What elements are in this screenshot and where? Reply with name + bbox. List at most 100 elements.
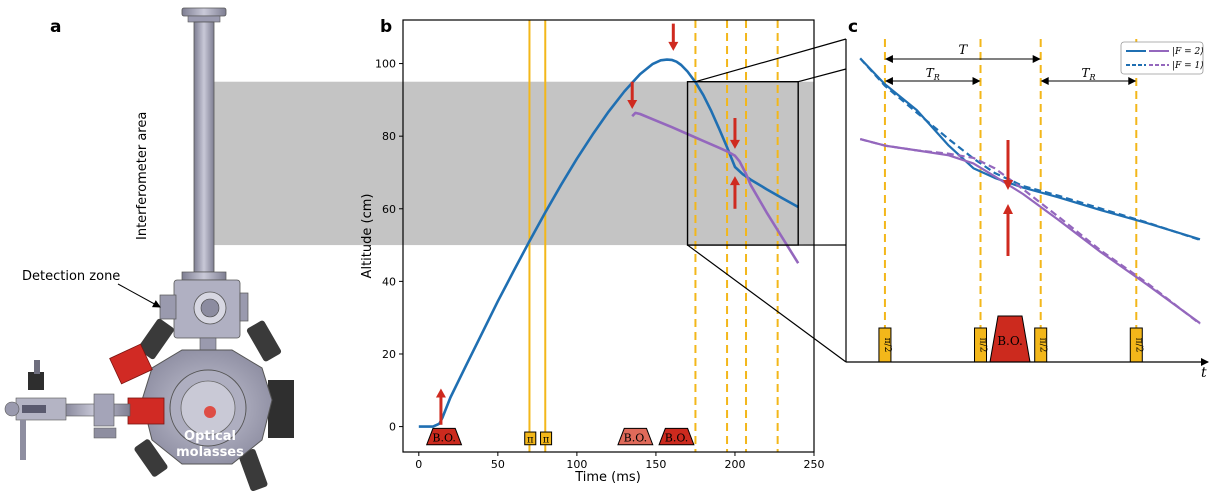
halfpi-num: π: [978, 338, 988, 344]
c-trajectory-blue-solid: [859, 57, 1201, 241]
interferometer-band: [214, 81, 814, 246]
period-T-label: T: [958, 43, 968, 58]
TR-label-0: TR: [926, 66, 940, 82]
pulse-3: B.O.: [617, 427, 654, 446]
detection-pointer: [117, 283, 161, 308]
x-tick-label: 200: [724, 458, 745, 471]
zoom-connectors: [687, 38, 847, 363]
halfpi-den: 2: [1038, 347, 1048, 353]
detection-zone-label: Detection zone: [22, 269, 120, 284]
TR-arrow-left-head-left: [884, 77, 893, 85]
halfpi-den: 2: [978, 347, 988, 353]
halfpi-num: π: [882, 338, 892, 344]
halfpi-slash: /: [882, 344, 892, 348]
c-bo-label: B.O.: [997, 334, 1023, 348]
halfpi-num: π: [1038, 338, 1048, 344]
halfpi-slash: /: [978, 344, 988, 348]
halfpi-pulse-3: π/2: [1129, 327, 1143, 363]
arm-upper-left: [138, 318, 174, 360]
c-kick-arrow-up-head: [1003, 204, 1013, 214]
zoom-connector-top-right: [798, 68, 847, 83]
pulse-bo-shape: [617, 427, 654, 446]
halfpi-label: π/2: [1038, 338, 1048, 353]
halfpi-slash: /: [1038, 344, 1048, 348]
pulse-bo-shape: [658, 427, 695, 446]
c-trajectory-purple-solid: [859, 138, 1201, 325]
period-T-arrow: [884, 55, 1041, 63]
y-tick-label: 20: [382, 348, 396, 361]
kick-arrow-2: [627, 81, 638, 109]
pulse-pi-label: π: [543, 434, 550, 445]
x-tick-label: 250: [804, 458, 825, 471]
trajectory-purple: [631, 111, 800, 264]
x-tick-label: 50: [491, 458, 505, 471]
y-tick-label: 40: [382, 275, 396, 288]
left-knob: [4, 401, 20, 417]
arm-lower-left: [134, 439, 168, 477]
kick-arrow-4: [729, 176, 740, 209]
chart-b-annotation-layer: B.O. π π B.O. B.O.: [425, 23, 799, 446]
pulse-bo-label: B.O.: [432, 432, 455, 445]
atom-cloud: [204, 406, 216, 418]
c-trajectory-blue-dashed: [859, 57, 1201, 241]
left-top-knob: [28, 372, 44, 390]
left-valve: [93, 393, 115, 427]
chart-b-axes: 0 50 100 150 200 250 0 20 40 60 80 100: [375, 58, 825, 471]
halfpi-den: 2: [882, 347, 892, 353]
x-tick-label: 150: [645, 458, 666, 471]
chart-b-ylabel: Altitude (cm): [360, 194, 375, 279]
kick-arrow-0-head: [435, 388, 446, 398]
pulse-0: B.O.: [425, 427, 463, 446]
TR-arrow-left: [884, 77, 981, 85]
TR-label-main: T: [926, 66, 935, 80]
arm-right-block: [268, 380, 294, 438]
TR-arrow-right-head-left: [1040, 77, 1049, 85]
period-T-arrow-head-right: [1032, 55, 1041, 63]
chart-b-series-layer: [418, 58, 800, 428]
chart-b-frame: [402, 19, 815, 453]
chart-b-xlabel: Time (ms): [574, 470, 641, 485]
TR-label-sub: R: [933, 73, 940, 82]
kick-arrow-0: [435, 388, 446, 425]
panel-b-letter: b: [380, 17, 392, 37]
chart-c: c TTR TRπ/2π/2π/2π/2B.O. t |F = 2⟩ |F = 1…: [845, 17, 1209, 381]
c-bo-pulse: B.O.: [989, 315, 1031, 363]
zoom-box: [686, 81, 799, 246]
kick-arrow-1: [668, 23, 679, 51]
detection-flange: [181, 271, 227, 281]
c-kick-arrow-up: [1003, 204, 1013, 256]
arm-upper-right: [246, 320, 282, 362]
left-top-stem: [34, 360, 40, 374]
halfpi-pulse-0: π/2: [878, 327, 892, 363]
legend-entry-F1: |F = 1⟩: [1172, 61, 1204, 71]
pulse-pi-box: [540, 431, 553, 446]
kick-arrow-3-head: [729, 139, 740, 149]
chart-b-background-layer: [528, 20, 779, 452]
pulse-4: B.O.: [658, 427, 695, 446]
left-gauge-window: [22, 405, 46, 413]
c-kick-arrow-down: [1003, 140, 1013, 190]
TR-label-main: T: [1081, 66, 1090, 80]
TR-arrow-left-head-right: [972, 77, 981, 85]
vacuum-tube: [193, 21, 215, 273]
x-tick-label: 0: [415, 458, 422, 471]
period-T-arrow-head-left: [884, 55, 893, 63]
halfpi-num: π: [1133, 338, 1143, 344]
red-module-upper: [109, 343, 153, 385]
red-module-left: [127, 397, 165, 425]
kick-arrow-3: [729, 118, 740, 149]
TR-arrow-right: [1040, 77, 1137, 85]
optical-molasses-label-1: Optical: [184, 429, 236, 444]
TR-label-1: TR: [1081, 66, 1095, 82]
halfpi-pulse-2: π/2: [1034, 327, 1048, 363]
TR-label-sub: R: [1088, 73, 1095, 82]
left-lower-fitting: [93, 427, 117, 439]
chart-c-content: TTR TRπ/2π/2π/2π/2B.O.: [859, 39, 1201, 363]
zoom-connector-top: [695, 38, 847, 83]
x-tick-label: 100: [566, 458, 587, 471]
detection-side-port: [159, 294, 177, 320]
halfpi-label: π/2: [882, 338, 892, 353]
interferometer-area-label: Interferometer area: [135, 112, 150, 240]
halfpi-label: π/2: [978, 338, 988, 353]
